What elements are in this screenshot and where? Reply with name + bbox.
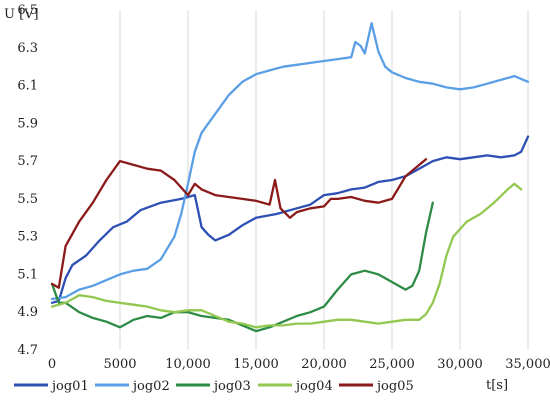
y-tick-label: 5.5 bbox=[17, 192, 38, 207]
series-line-jog01 bbox=[50, 135, 530, 304]
x-axis-label: t[s] bbox=[486, 378, 508, 393]
x-tick-label: 5000 bbox=[103, 357, 136, 372]
legend-label: jog02 bbox=[131, 379, 170, 394]
legend-item-jog02: jog02 bbox=[95, 379, 170, 394]
y-tick-label: 5.1 bbox=[17, 267, 38, 282]
legend: jog01 jog02 jog03 jog04 jog05 bbox=[14, 379, 414, 394]
y-axis-label: U [V] bbox=[4, 7, 39, 22]
series-line-jog05 bbox=[50, 158, 428, 289]
y-tick-labels: 4.7 4.9 5.1 5.3 5.5 5.7 5.9 6.1 6.3 6.5 bbox=[17, 3, 38, 358]
x-tick-label: 10,000 bbox=[165, 357, 211, 372]
legend-item-jog03: jog03 bbox=[176, 379, 251, 394]
y-tick-label: 5.3 bbox=[17, 230, 38, 245]
x-tick-label: 35,000 bbox=[505, 357, 550, 372]
series-line-jog03 bbox=[50, 201, 434, 333]
x-tick-label: 0 bbox=[48, 357, 56, 372]
y-tick-label: 6.5 bbox=[17, 3, 38, 18]
y-tick-label: 6.3 bbox=[17, 41, 38, 56]
y-tick-label: 4.9 bbox=[17, 305, 38, 320]
legend-item-jog01: jog01 bbox=[14, 379, 89, 394]
legend-label: jog01 bbox=[50, 379, 89, 394]
series-line-jog04 bbox=[50, 182, 523, 329]
x-tick-label: 30,000 bbox=[437, 357, 483, 372]
legend-label: jog04 bbox=[294, 379, 333, 394]
x-tick-labels: 0 5000 10,000 15,000 20,000 25,000 30,000 35,00… bbox=[48, 357, 550, 372]
x-tick-label: 15,000 bbox=[233, 357, 279, 372]
series-lines bbox=[50, 22, 530, 333]
legend-item-jog05: jog05 bbox=[339, 379, 414, 394]
legend-label: jog03 bbox=[212, 379, 251, 394]
y-tick-label: 5.9 bbox=[17, 116, 38, 131]
x-tick-label: 20,000 bbox=[301, 357, 347, 372]
y-tick-label: 6.1 bbox=[17, 79, 38, 94]
series-line-jog02 bbox=[50, 22, 530, 301]
legend-label: jog05 bbox=[375, 379, 414, 394]
y-tick-label: 5.7 bbox=[17, 154, 38, 169]
legend-item-jog04: jog04 bbox=[258, 379, 333, 394]
x-tick-label: 25,000 bbox=[369, 357, 415, 372]
y-tick-label: 4.7 bbox=[17, 343, 38, 358]
